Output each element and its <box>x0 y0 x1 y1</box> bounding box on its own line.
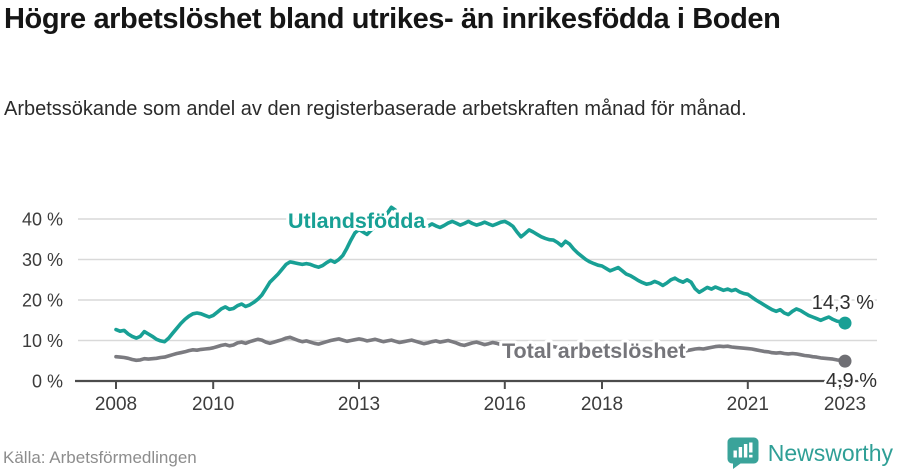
newsworthy-wordmark: Newsworthy <box>767 439 893 466</box>
x-axis-tick-label: 2016 <box>484 394 526 415</box>
utlandsfodda-end-dot <box>838 316 852 330</box>
y-axis-label: 10 % <box>22 331 63 351</box>
y-axis-label: 20 % <box>22 291 63 311</box>
utlandsfodda-end-value: 14,3 % <box>812 292 874 314</box>
total-series-label: Total arbetslöshet <box>502 339 686 363</box>
x-axis-tick-label: 2021 <box>727 394 769 415</box>
y-axis-label: 0 % <box>32 372 63 392</box>
total-end-value: 4,9 % <box>826 370 877 392</box>
source-note: Källa: Arbetsförmedlingen <box>3 448 197 467</box>
bar-chart-glyph <box>733 442 753 458</box>
speech-bubble-shape <box>727 437 759 469</box>
x-axis-tick-label: 2013 <box>338 394 380 415</box>
line-chart: 0 % 10 % 20 % 30 % 40 % 2008 2010 2013 2016 2018 2… <box>22 205 880 415</box>
x-axis-tick-label: 2018 <box>581 394 623 415</box>
y-axis-label: 30 % <box>22 250 63 270</box>
x-axis-tick-label: 2008 <box>95 394 137 415</box>
x-axis-tick-label: 2023 <box>824 394 866 415</box>
total-end-dot <box>838 354 852 368</box>
page-title: Högre arbetslöshet bland utrikes- än inr… <box>4 3 781 35</box>
newsworthy-icon <box>727 437 759 469</box>
x-axis-tick-label: 2010 <box>192 394 234 415</box>
y-axis-label: 40 % <box>22 210 63 230</box>
utlandsfodda-series-label: Utlandsfödda <box>288 209 426 233</box>
newsworthy-logo-link[interactable]: Newsworthy <box>726 436 893 470</box>
total-line <box>114 335 847 363</box>
utlandsfodda-line <box>114 205 847 344</box>
page-subtitle: Arbetssökande som andel av den registerb… <box>4 98 747 120</box>
